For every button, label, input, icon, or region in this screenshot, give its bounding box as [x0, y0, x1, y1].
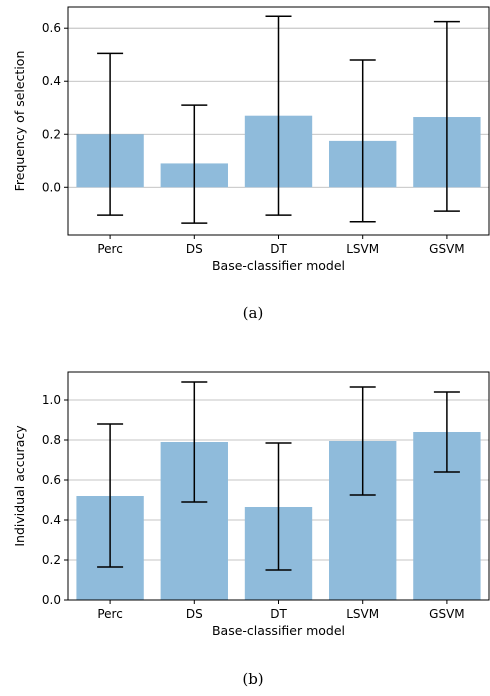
chart-a-xtick-label-gsvm: GSVM [429, 242, 464, 256]
chart-b-errorbar-lsvm [349, 386, 376, 496]
chart-b: 0.0 0.2 0.4 0.6 0.8 1.0 Perc DS DT LSVM GSVM Base-c… [12, 371, 490, 638]
chart-a: 0.0 0.2 0.4 0.6 Perc DS DT LSVM GSVM Base-classif… [12, 6, 490, 273]
caption-b: (b) [242, 670, 263, 688]
chart-a-xtick-label-ds: DS [186, 242, 203, 256]
chart-b-xtick-label-ds: DS [186, 607, 203, 621]
chart-b-ytick-label-5: 1.0 [42, 393, 61, 407]
chart-b-errorbar-perc [97, 423, 124, 568]
chart-b-xtick-label-dt: DT [270, 607, 287, 621]
chart-b-ytick-label-0: 0.0 [42, 593, 61, 607]
chart-b-xtick-label-perc: Perc [97, 607, 122, 621]
chart-a-errorbar-perc [97, 52, 124, 216]
chart-b-ytick-label-1: 0.2 [42, 553, 61, 567]
caption-a: (a) [243, 304, 264, 322]
chart-b-xtick-label-gsvm: GSVM [429, 607, 464, 621]
chart-b-ylabel: Individual accuracy [12, 425, 27, 547]
chart-b-ytick-label-4: 0.8 [42, 433, 61, 447]
chart-a-xtick-label-perc: Perc [97, 242, 122, 256]
chart-a-ytick-label-3: 0.6 [42, 21, 61, 35]
chart-b-xlabel: Base-classifier model [212, 623, 345, 638]
chart-a-errorbar-dt [265, 15, 292, 216]
chart-b-errorbar-gsvm [433, 391, 460, 473]
chart-a-xtick-label-dt: DT [270, 242, 287, 256]
chart-b-ytick-label-2: 0.4 [42, 513, 61, 527]
chart-a-errorbar-ds [181, 104, 208, 224]
chart-a-xtick-label-lsvm: LSVM [346, 242, 379, 256]
chart-a-errorbar-lsvm [349, 59, 376, 223]
chart-b-errorbar-dt [265, 442, 292, 571]
chart-b-xtick-label-lsvm: LSVM [346, 607, 379, 621]
chart-b-errorbar-ds [181, 381, 208, 503]
chart-a-ylabel: Frequency of selection [12, 51, 27, 192]
chart-b-ytick-label-3: 0.6 [42, 473, 61, 487]
chart-a-ytick-label-1: 0.2 [42, 127, 61, 141]
chart-a-errorbar-gsvm [433, 20, 460, 212]
chart-a-ytick-label-0: 0.0 [42, 180, 61, 194]
chart-a-xlabel: Base-classifier model [212, 258, 345, 273]
chart-a-ytick-label-2: 0.4 [42, 74, 61, 88]
